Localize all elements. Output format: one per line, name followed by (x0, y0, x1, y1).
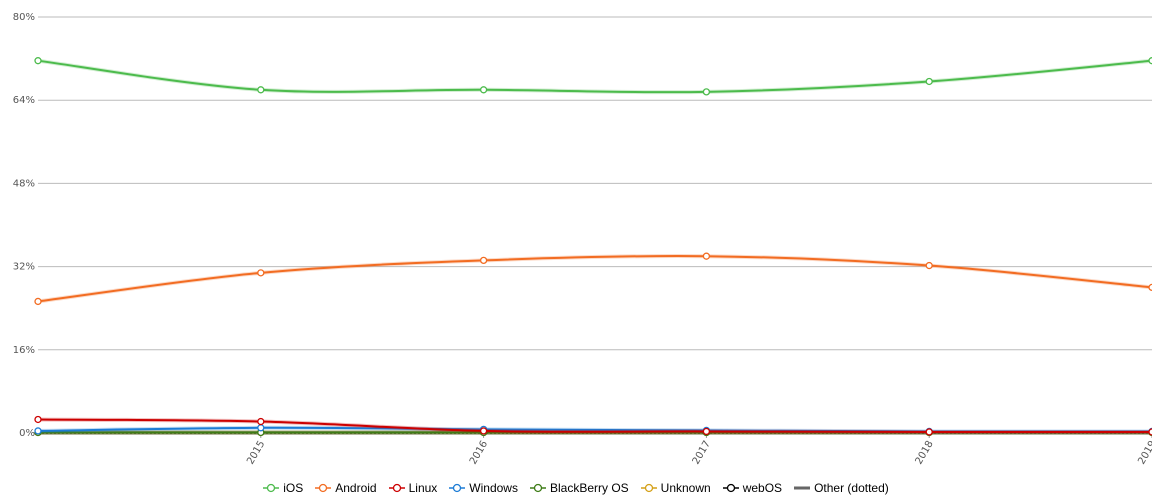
series-ios (34, 57, 1152, 96)
series-line (37, 59, 1152, 94)
data-point[interactable] (257, 424, 265, 432)
x-tick-label: 2018 (914, 439, 936, 467)
legend-label: Unknown (660, 481, 711, 495)
legend-swatch (640, 483, 657, 493)
data-point[interactable] (925, 77, 933, 86)
legend-item[interactable]: iOS (263, 481, 303, 495)
y-tick-label: 48% (13, 178, 35, 189)
y-tick-label: 80% (13, 12, 35, 23)
legend-swatch (529, 483, 546, 493)
grid-lines (38, 16, 1152, 434)
legend-swatch (315, 483, 332, 493)
series-android (34, 252, 1152, 306)
legend-item[interactable]: BlackBerry OS (529, 481, 629, 495)
legend-item[interactable]: Other (dotted) (794, 481, 889, 495)
data-point[interactable] (925, 261, 933, 270)
series-line (37, 418, 1152, 433)
y-axis-ticks: 0% 16% 32% 48% 64% 80% (13, 12, 35, 439)
legend-label: Windows (469, 481, 518, 495)
x-tick-label: 2019 (1136, 439, 1152, 467)
y-tick-label: 16% (13, 345, 35, 356)
legend-label: iOS (283, 481, 304, 495)
x-tick-label: 2016 (468, 439, 490, 467)
line-chart: 0% 16% 32% 48% 64% 80% 2015 2016 2017 2018 2019 (13, 12, 1152, 467)
data-point[interactable] (34, 427, 42, 435)
y-tick-label: 32% (13, 262, 35, 273)
x-tick-label: 2015 (245, 439, 267, 467)
legend-swatch (263, 483, 280, 493)
data-point[interactable] (257, 86, 265, 94)
legend-swatch (794, 486, 811, 490)
data-point[interactable] (702, 252, 711, 260)
legend-item[interactable]: Windows (449, 481, 518, 495)
y-tick-label: 0% (19, 428, 35, 439)
data-point[interactable] (257, 417, 265, 426)
legend-label: BlackBerry OS (549, 481, 629, 495)
data-point[interactable] (34, 297, 42, 306)
legend-swatch (722, 483, 739, 493)
legend: iOS Android Linux Windows BlackBerry OS Unkno… (0, 481, 1152, 496)
data-point[interactable] (925, 428, 933, 436)
series-line (37, 255, 1152, 303)
legend-item[interactable]: Linux (388, 481, 438, 495)
data-point[interactable] (479, 256, 488, 265)
y-tick-label: 64% (13, 95, 35, 106)
legend-item[interactable]: webOS (722, 481, 783, 495)
data-point[interactable] (257, 269, 265, 277)
series-lines (34, 57, 1152, 437)
legend-swatch (449, 483, 466, 493)
legend-item[interactable]: Unknown (640, 481, 711, 495)
data-point[interactable] (34, 415, 42, 424)
x-tick-label: 2017 (691, 439, 713, 467)
series-linux (34, 415, 1152, 436)
data-point[interactable] (702, 427, 711, 436)
data-point[interactable] (1148, 57, 1152, 65)
data-point[interactable] (34, 57, 42, 65)
legend-label: Android (335, 481, 377, 495)
data-point[interactable] (1148, 428, 1152, 436)
data-point[interactable] (479, 427, 488, 435)
data-point[interactable] (1148, 283, 1152, 292)
data-point[interactable] (479, 86, 488, 94)
legend-item[interactable]: Android (315, 481, 377, 495)
legend-label: webOS (742, 481, 783, 495)
data-point[interactable] (702, 88, 711, 96)
x-axis-ticks: 2015 2016 2017 2018 2019 (245, 433, 1152, 467)
legend-swatch (388, 483, 405, 493)
legend-label: Linux (408, 481, 438, 495)
legend-label: Other (dotted) (814, 481, 889, 495)
